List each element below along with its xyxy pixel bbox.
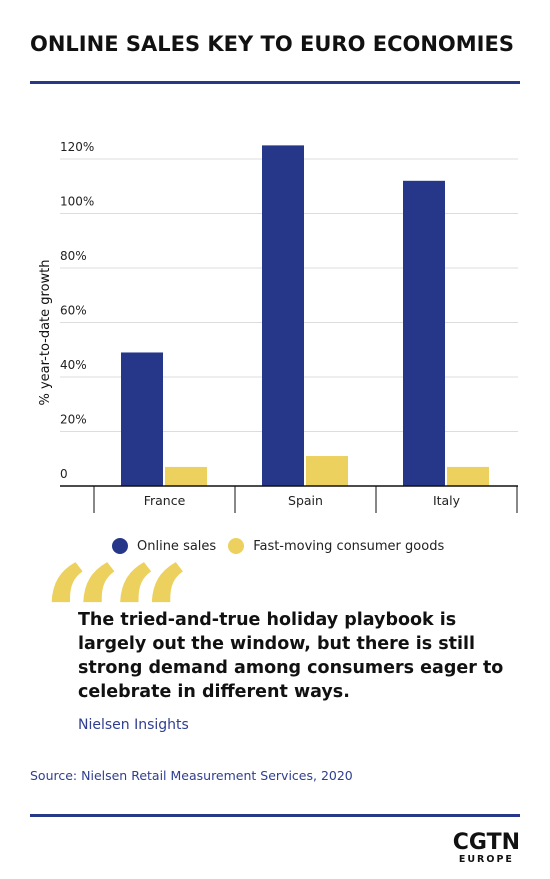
logo-sub-text: EUROPE bbox=[458, 854, 514, 865]
legend-label-online: Online sales bbox=[137, 538, 217, 554]
chart-title: ONLINE SALES KEY TO EURO ECONOMIES bbox=[30, 32, 514, 56]
bar-chart: 0 20% 40% 60% 80% 100% 120% % year-to-date grow… bbox=[38, 140, 518, 513]
x-tick-label: Spain bbox=[288, 493, 323, 508]
y-tick-label: 0 bbox=[60, 467, 68, 481]
bar-online-france bbox=[121, 352, 163, 486]
bar-fmcg-spain bbox=[306, 456, 348, 486]
x-tick-label: Italy bbox=[433, 493, 461, 508]
logo-main-text: CGTN bbox=[452, 830, 520, 855]
legend-label-fmcg: Fast-moving consumer goods bbox=[253, 538, 445, 554]
cgtn-europe-logo: CGTN EUROPE bbox=[453, 832, 520, 866]
quote-marks-icon: ““ bbox=[42, 536, 191, 700]
y-tick-label: 80% bbox=[60, 249, 87, 263]
quote-attribution: Nielsen Insights bbox=[78, 717, 189, 733]
bar-fmcg-italy bbox=[447, 466, 489, 486]
y-tick-label: 100% bbox=[60, 195, 94, 209]
legend-swatch-online bbox=[112, 538, 128, 554]
quote-text: The tried-and-true holiday playbook is l… bbox=[78, 610, 504, 702]
y-tick-label: 40% bbox=[60, 358, 87, 372]
bar-fmcg-france bbox=[165, 466, 207, 486]
bar-online-spain bbox=[262, 145, 304, 486]
y-axis-label: % year-to-date growth bbox=[38, 259, 53, 405]
x-tick-label: France bbox=[144, 493, 186, 508]
bar-online-italy bbox=[403, 180, 445, 487]
y-tick-label: 20% bbox=[60, 413, 87, 427]
legend-item-online: Online sales bbox=[112, 538, 216, 554]
source-note: Source: Nielsen Retail Measurement Servi… bbox=[30, 768, 353, 783]
y-tick-label: 120% bbox=[60, 140, 94, 154]
top-divider bbox=[30, 81, 520, 84]
chart-legend: Online sales Fast-moving consumer goods bbox=[112, 538, 456, 554]
bottom-divider bbox=[30, 814, 520, 817]
legend-item-fmcg: Fast-moving consumer goods bbox=[228, 538, 444, 554]
legend-swatch-fmcg bbox=[228, 538, 245, 554]
y-tick-label: 60% bbox=[60, 304, 87, 318]
